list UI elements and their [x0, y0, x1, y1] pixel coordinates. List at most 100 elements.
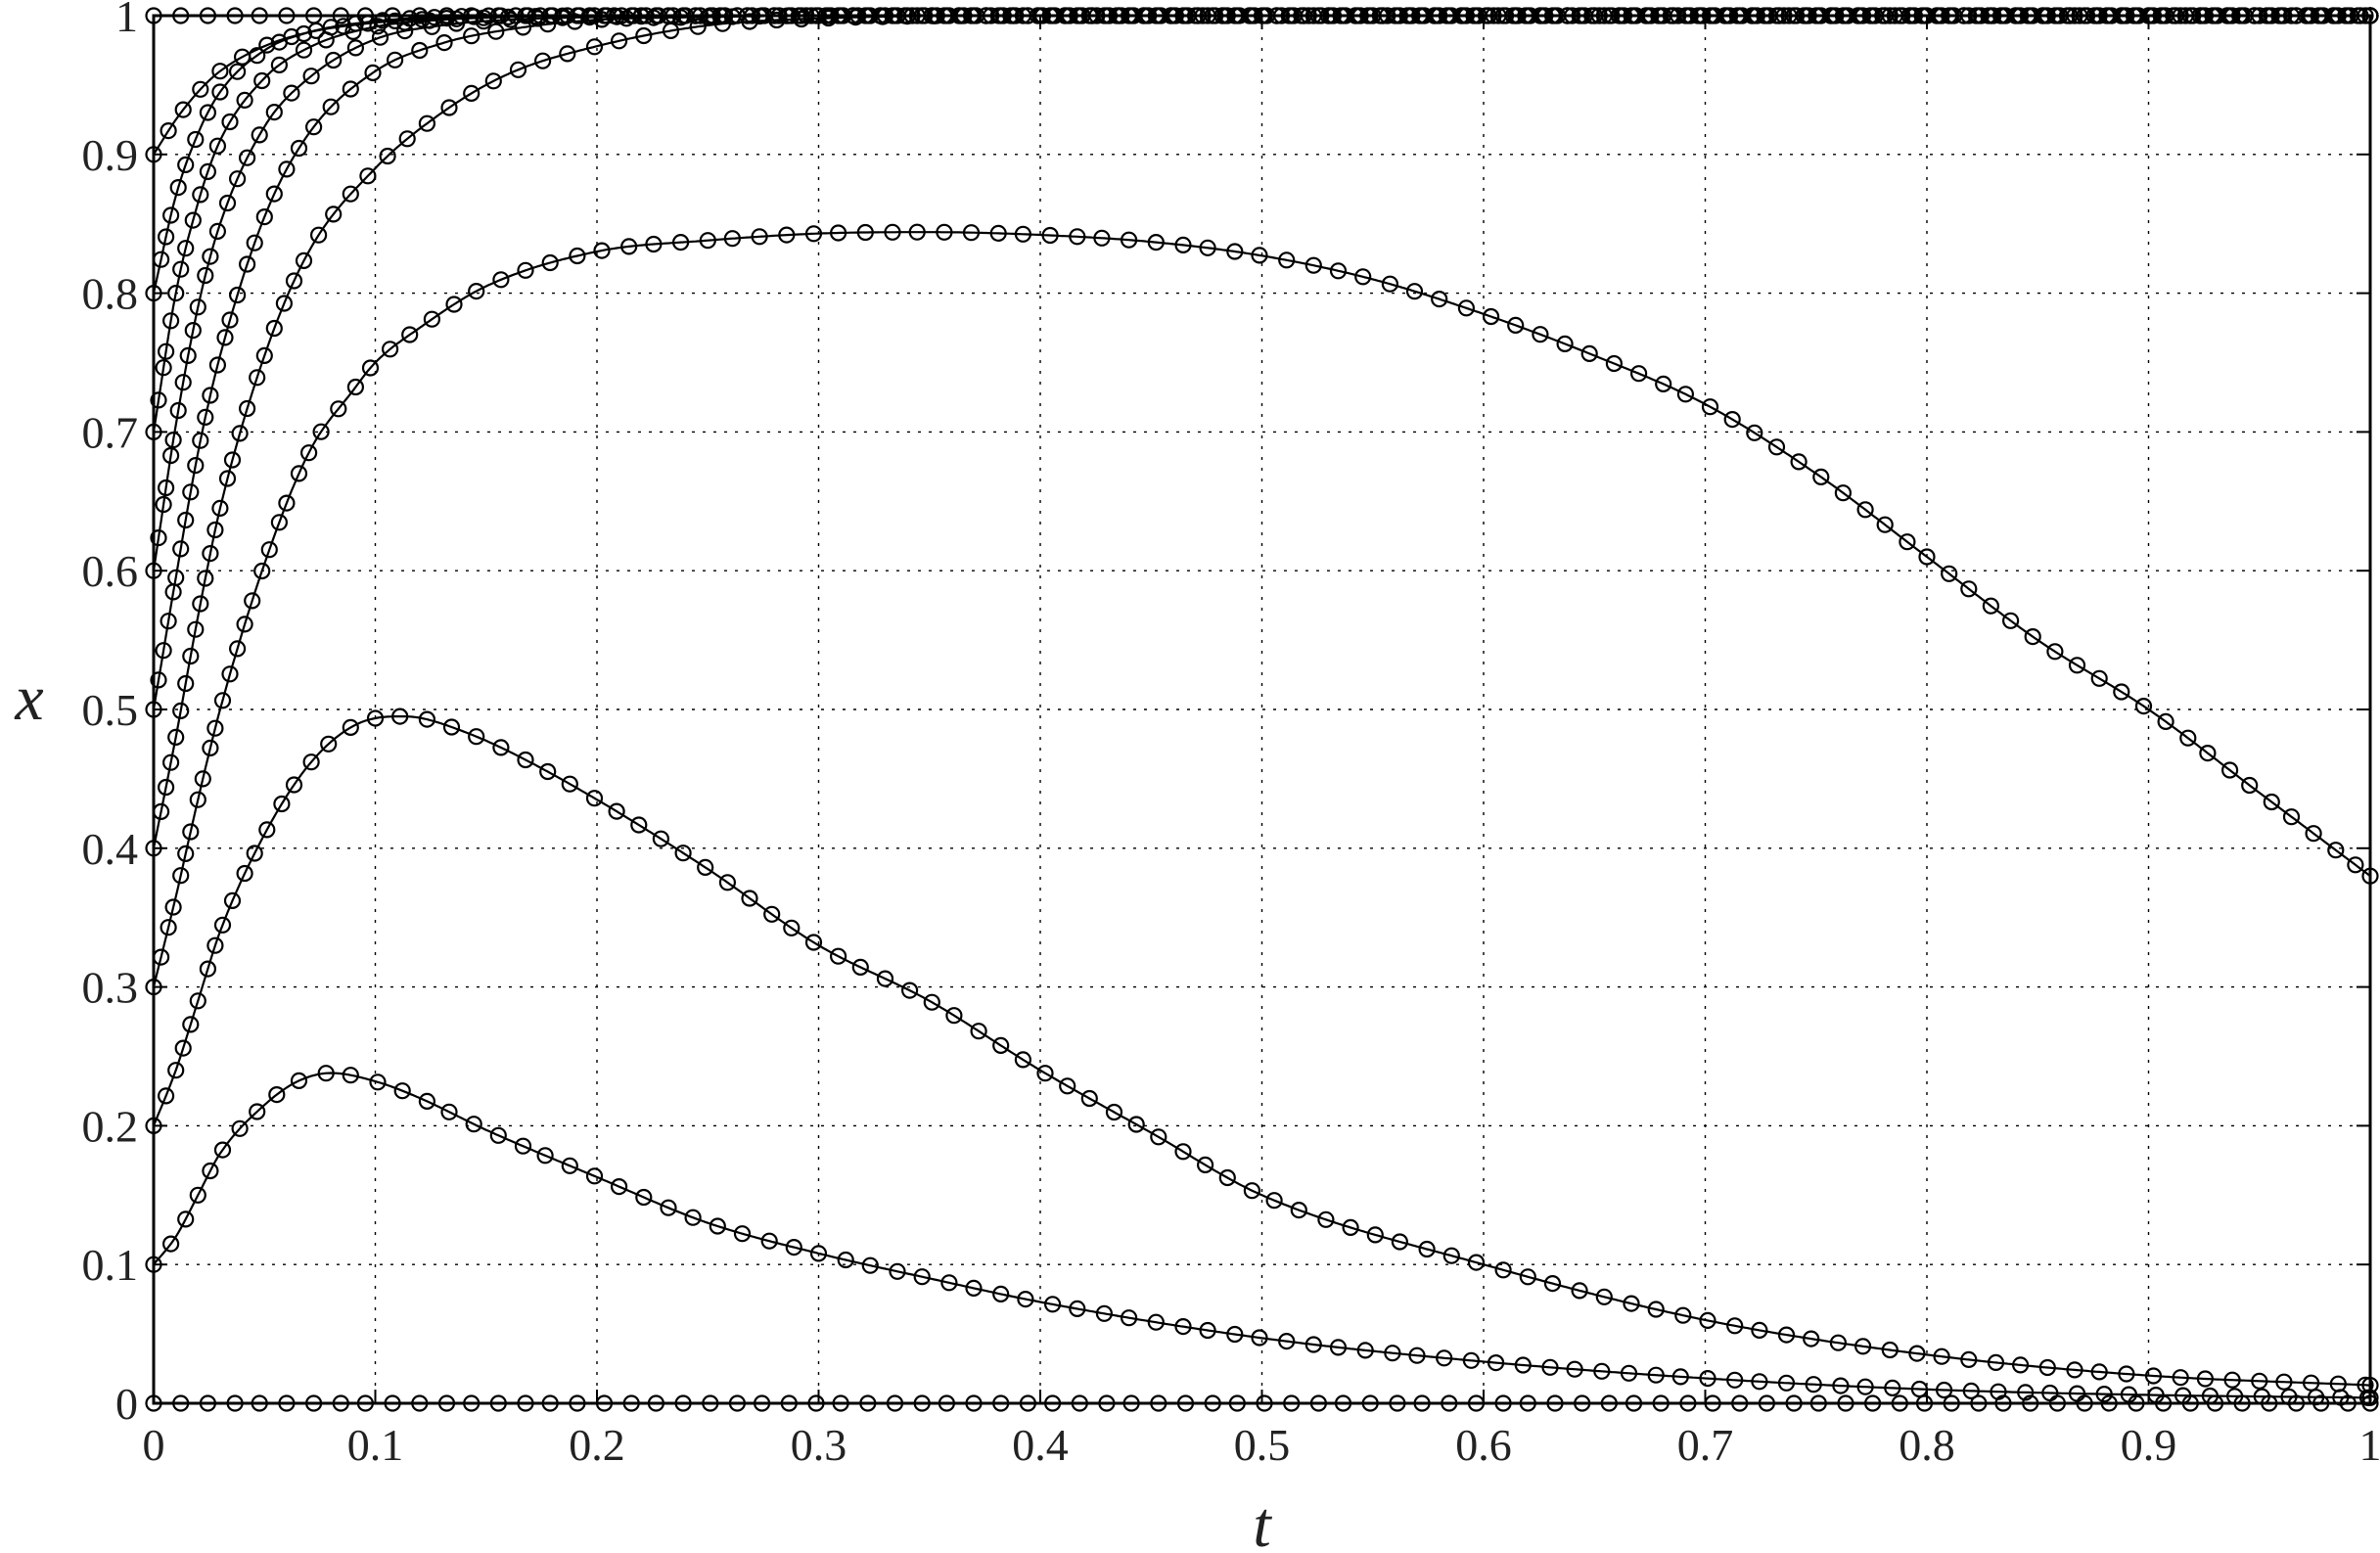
data-point-marker	[2223, 1371, 2241, 1389]
y-tick-label: 0.3	[82, 963, 139, 1013]
data-point-marker	[413, 11, 431, 28]
data-point-marker	[278, 160, 296, 178]
data-point-marker	[1120, 1309, 1138, 1327]
data-point-marker	[1147, 234, 1165, 251]
data-point-marker	[1777, 1374, 1796, 1392]
data-point-marker	[1041, 226, 1059, 245]
data-point-marker	[317, 1065, 335, 1082]
data-point-marker	[2134, 697, 2153, 715]
data-point-marker	[342, 718, 359, 737]
data-point-marker	[684, 1209, 702, 1226]
data-point-marker	[1881, 1341, 1899, 1359]
data-point-marker	[342, 185, 359, 203]
data-point-marker	[1543, 1274, 1562, 1293]
data-point-marker	[1803, 1330, 1820, 1347]
data-point-marker	[837, 1251, 854, 1269]
data-point-marker	[1876, 516, 1894, 533]
data-point-marker	[689, 18, 707, 35]
data-point-marker	[167, 728, 185, 747]
data-point-marker	[876, 970, 894, 987]
data-point-marker	[1408, 1347, 1426, 1364]
data-point-marker	[229, 63, 247, 80]
data-point-marker	[2263, 793, 2280, 811]
data-point-marker	[199, 960, 216, 978]
data-point-marker	[936, 223, 953, 241]
data-point-marker	[561, 775, 578, 793]
data-point-marker	[674, 845, 692, 862]
data-point-marker	[804, 934, 823, 951]
y-tick-label: 0.1	[82, 1240, 139, 1290]
data-point-marker	[1059, 1077, 1076, 1095]
data-point-marker	[167, 285, 185, 302]
data-point-marker	[223, 451, 242, 469]
data-point-marker	[671, 234, 690, 251]
data-point-marker	[1556, 335, 1574, 352]
data-point-marker	[260, 541, 278, 559]
data-point-marker	[1918, 548, 1936, 566]
data-point-marker	[1699, 1369, 1716, 1388]
data-point-marker	[514, 1137, 532, 1155]
data-point-marker	[2118, 1365, 2135, 1383]
data-point-marker	[208, 356, 226, 374]
data-point-marker	[158, 228, 175, 246]
data-point-marker	[1834, 484, 1853, 502]
x-axis-label: t	[1253, 1489, 1272, 1553]
data-point-marker	[202, 544, 219, 563]
data-point-marker	[2068, 657, 2086, 674]
data-point-marker	[1342, 1218, 1359, 1237]
data-point-marker	[1147, 1313, 1165, 1331]
data-point-marker	[202, 248, 219, 265]
data-point-marker	[741, 890, 758, 907]
data-point-marker	[1671, 1368, 1689, 1386]
data-point-marker	[192, 80, 209, 98]
data-point-marker	[155, 642, 172, 660]
data-point-marker	[1127, 1116, 1145, 1133]
data-point-marker	[325, 51, 343, 69]
data-point-marker	[2241, 776, 2259, 795]
data-point-marker	[202, 387, 219, 404]
data-point-marker	[251, 126, 268, 144]
data-point-marker	[221, 113, 239, 131]
data-point-marker	[463, 27, 481, 45]
data-point-marker	[158, 778, 175, 797]
data-point-marker	[645, 235, 663, 253]
x-tick-label: 0.4	[1012, 1420, 1069, 1470]
data-point-marker	[1329, 262, 1348, 280]
data-point-marker	[1829, 1334, 1848, 1351]
data-point-marker	[1507, 316, 1525, 334]
data-point-marker	[856, 223, 874, 242]
data-point-marker	[211, 499, 229, 518]
data-point-marker	[177, 156, 195, 173]
data-point-marker	[2041, 1384, 2059, 1402]
data-point-marker	[1933, 1347, 1950, 1365]
data-point-marker	[150, 391, 167, 409]
y-tick-label: 0.6	[82, 546, 139, 596]
data-point-marker	[335, 18, 352, 35]
data-point-marker	[1514, 1356, 1532, 1374]
x-tick-label: 0.3	[791, 1420, 847, 1470]
data-point-marker	[253, 562, 271, 580]
data-point-marker	[541, 253, 559, 272]
data-point-marker	[290, 139, 308, 158]
data-point-marker	[1418, 1240, 1436, 1258]
data-point-marker	[1196, 1156, 1214, 1174]
data-point-marker	[608, 802, 625, 820]
data-point-marker	[1812, 468, 1830, 485]
data-point-marker	[2024, 627, 2041, 646]
data-point-marker	[1571, 1282, 1588, 1300]
data-point-marker	[2017, 1384, 2035, 1401]
y-tick-label: 1	[115, 0, 138, 41]
data-point-marker	[2221, 761, 2239, 779]
data-point-marker	[1265, 1192, 1283, 1210]
data-point-marker	[418, 1092, 435, 1111]
data-point-marker	[218, 194, 237, 212]
data-point-marker	[187, 620, 205, 638]
data-point-marker	[1017, 1290, 1034, 1308]
data-point-marker	[1541, 1358, 1559, 1376]
data-point-marker	[1777, 1326, 1796, 1344]
data-point-marker	[1910, 1380, 1929, 1398]
data-point-marker	[169, 179, 187, 197]
data-point-marker	[809, 1245, 828, 1262]
data-point-marker	[177, 1210, 195, 1228]
data-point-marker	[322, 98, 340, 115]
